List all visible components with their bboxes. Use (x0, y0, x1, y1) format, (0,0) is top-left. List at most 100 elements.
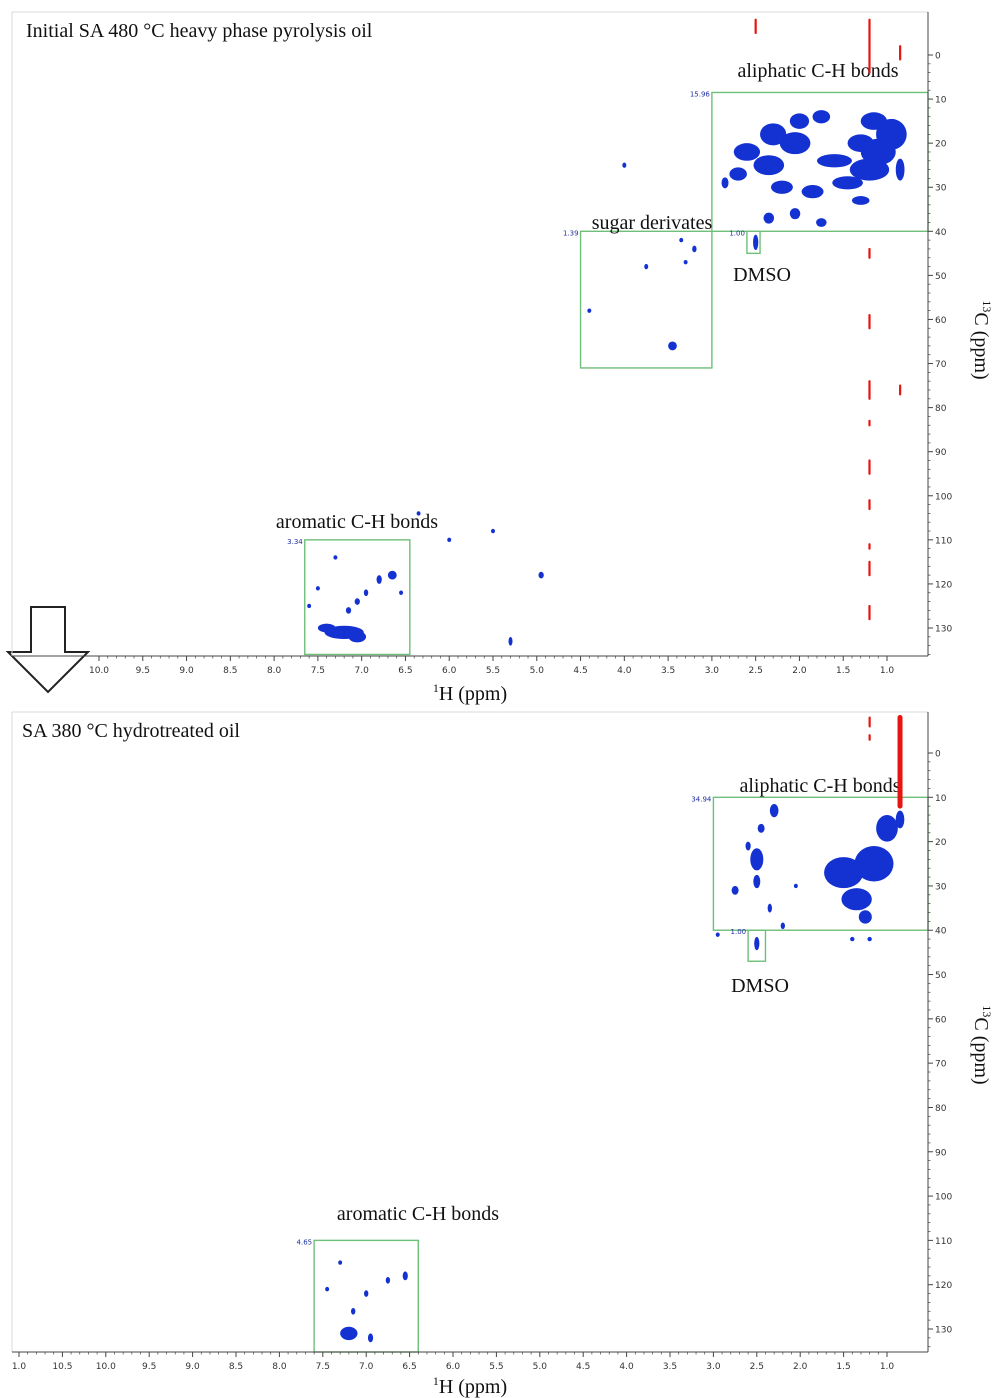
cross-peak (895, 810, 905, 829)
x-tick-label: 9.0 (179, 666, 194, 676)
region-integral: 34.94 (691, 795, 712, 803)
cross-peak (354, 598, 360, 605)
cross-peak (721, 177, 729, 189)
cross-peak (367, 1333, 374, 1343)
cross-peak (644, 263, 649, 270)
y-tick-label: 20 (935, 140, 947, 150)
cross-peak (351, 1307, 356, 1315)
y-tick-label: 60 (935, 1015, 947, 1025)
cross-peak (692, 245, 697, 253)
x-tick-label: 5.0 (533, 1362, 548, 1372)
region-label: aliphatic C-H bonds (737, 60, 898, 82)
y-axis-label: 13C (ppm) (970, 300, 994, 379)
y-tick-label: 0 (935, 52, 941, 62)
x-tick-label: 10.0 (89, 666, 109, 676)
x-tick-label: 3.0 (706, 1362, 721, 1372)
y-tick-label: 110 (935, 536, 952, 546)
x-tick-label: 7.0 (355, 666, 370, 676)
x-tick-label: 5.0 (530, 666, 545, 676)
cross-peak (770, 180, 793, 194)
region-box (304, 539, 411, 656)
cross-peak (729, 167, 747, 181)
panel-title: SA 380 °C hydrotreated oil (22, 720, 240, 742)
cross-peak (854, 846, 894, 882)
cross-peak (753, 155, 785, 176)
x-tick-label: 6.0 (446, 1362, 461, 1372)
x-axis-label: 1H (ppm) (433, 681, 507, 705)
x-tick-label: 4.0 (617, 666, 632, 676)
cross-peak (841, 888, 872, 911)
region-box (746, 230, 761, 255)
y-tick-label: 0 (935, 750, 941, 760)
cross-peak (816, 218, 827, 227)
cross-peak (416, 511, 421, 516)
y-tick-label: 10 (935, 96, 947, 106)
cross-peak (812, 110, 831, 124)
cross-peak (683, 259, 688, 265)
x-tick-label: 8.5 (223, 666, 237, 676)
cross-peak (858, 910, 872, 924)
region-label: DMSO (731, 975, 789, 997)
cross-peak (315, 586, 320, 591)
x-tick-label: 4.0 (619, 1362, 634, 1372)
region-label: DMSO (733, 264, 791, 286)
cross-peak (491, 528, 495, 534)
cross-peak (333, 555, 338, 560)
region-integral: 15.96 (690, 90, 711, 98)
y-tick-label: 80 (935, 404, 947, 414)
cross-peak (338, 1260, 343, 1265)
cross-peak (317, 623, 336, 633)
x-tick-label: 9.0 (185, 1362, 200, 1372)
region-label: sugar derivates (592, 212, 713, 234)
cross-peak (763, 212, 775, 224)
x-tick-label: 2.0 (792, 666, 807, 676)
cross-peak (757, 823, 765, 833)
cross-peak (832, 176, 863, 190)
x-axis-label: 1H (ppm) (433, 1374, 507, 1398)
panel-title: Initial SA 480 °C heavy phase pyrolysis … (26, 20, 373, 42)
cross-peak (801, 185, 824, 199)
region-integral: 1.39 (563, 229, 579, 237)
x-tick-label: 10.0 (96, 1362, 116, 1372)
x-tick-label: 1.0 (880, 666, 895, 676)
y-tick-label: 20 (935, 838, 947, 848)
cross-peak (750, 848, 764, 871)
cross-peak (769, 803, 779, 818)
y-axis-label: 13C (ppm) (970, 1005, 994, 1084)
y-tick-label: 120 (935, 580, 952, 590)
cross-peak (767, 903, 772, 913)
x-tick-label: 10.5 (52, 1362, 72, 1372)
y-tick-label: 70 (935, 1060, 947, 1070)
spectrum-panel-1: 15.96 aliphatic C-H bonds 1.39 sugar deriva… (11, 11, 994, 705)
region-label: aromatic C-H bonds (276, 511, 438, 533)
x-tick-label: 6.5 (402, 1362, 416, 1372)
x-tick-label: 6.0 (442, 666, 457, 676)
x-tick-label: 7.0 (359, 1362, 374, 1372)
x-tick-label: 1.5 (836, 1362, 850, 1372)
y-tick-label: 120 (935, 1281, 952, 1291)
cross-peak (447, 537, 452, 543)
cross-peak (340, 1326, 358, 1341)
cross-peak (789, 208, 801, 220)
x-tick-label: 1.0 (12, 1362, 27, 1372)
region-label: aliphatic C-H bonds (739, 775, 900, 797)
x-tick-label: 4.5 (576, 1362, 590, 1372)
cross-peak (668, 341, 677, 351)
region-box (747, 929, 767, 962)
cross-peak (399, 590, 404, 595)
cross-peak (849, 158, 890, 181)
region-integral: 4.65 (297, 1238, 313, 1246)
region-integral: 1.00 (731, 928, 747, 936)
cross-peak (715, 932, 720, 937)
y-tick-label: 110 (935, 1237, 952, 1247)
x-tick-label: 3.5 (661, 666, 675, 676)
y-tick-label: 130 (935, 625, 952, 635)
y-tick-label: 100 (935, 492, 952, 502)
cross-peak (753, 874, 761, 889)
cross-peak (325, 1286, 330, 1292)
x-tick-label: 2.5 (750, 1362, 764, 1372)
cross-peak (760, 123, 787, 146)
cross-peak (895, 158, 905, 181)
cross-peak (745, 841, 751, 851)
